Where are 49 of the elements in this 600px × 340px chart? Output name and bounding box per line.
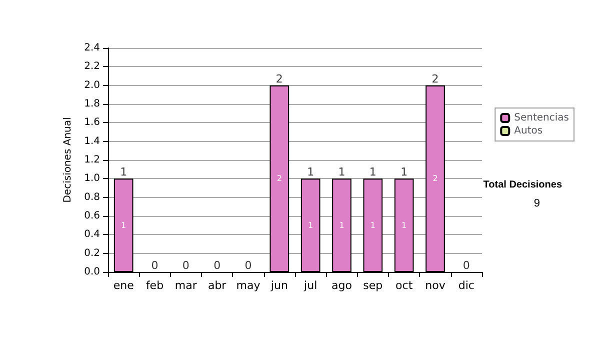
- x-tick-label: mar: [174, 279, 198, 292]
- text: Total Decisiones: [483, 180, 562, 190]
- total-label: 1: [307, 166, 314, 179]
- total-label: 1: [120, 166, 128, 179]
- y-tick-label: 2.0: [84, 80, 100, 91]
- x-tick-label: abr: [208, 279, 227, 292]
- y-tick-label: 2.4: [84, 42, 100, 54]
- total-label: 0: [214, 259, 221, 272]
- total-label: 1: [369, 166, 376, 179]
- legend-label: Autos: [514, 126, 543, 136]
- total-label: 0: [462, 259, 470, 272]
- data-label: 1: [308, 220, 314, 230]
- data-label: 1: [121, 220, 126, 230]
- x-tick-label: nov: [425, 279, 446, 292]
- x-tick-label: feb: [146, 279, 164, 292]
- total-label: 1: [338, 166, 346, 179]
- y-tick-label: 0.2: [84, 248, 100, 259]
- y-tick-label: 1.4: [84, 136, 100, 147]
- y-tick-label: 1.6: [84, 117, 100, 128]
- total-label: 2: [276, 72, 283, 86]
- x-tick-label: sep: [363, 279, 383, 292]
- y-tick-label: 0.6: [84, 210, 100, 222]
- x-tick-label: ene: [113, 279, 134, 292]
- total-label: 1: [400, 166, 408, 179]
- y-tick-label: 0.4: [84, 229, 100, 240]
- data-label: 1: [402, 220, 407, 230]
- x-tick-label: jul: [303, 279, 318, 292]
- y-tick-label: 0.8: [84, 192, 100, 203]
- y-tick-label: 0.0: [84, 266, 100, 278]
- x-tick-label: jun: [270, 279, 288, 292]
- total-label: 2: [432, 72, 439, 86]
- y-tick-label: 2.2: [84, 61, 100, 72]
- x-tick-label: dic: [458, 279, 474, 292]
- data-label: 2: [432, 174, 438, 184]
- legend-label: Sentencias: [514, 112, 570, 124]
- total-label: 0: [182, 259, 190, 272]
- y-axis-title: Decisiones Anual: [62, 117, 74, 203]
- y-tick-label: 1.0: [84, 173, 100, 184]
- data-label: 1: [370, 220, 376, 230]
- x-tick-label: oct: [396, 279, 414, 292]
- data-label: 2: [276, 174, 282, 184]
- y-tick-label: 1.8: [84, 98, 100, 110]
- total-label: 0: [151, 259, 158, 272]
- x-tick-label: may: [236, 279, 261, 292]
- y-tick-label: 1.2: [84, 154, 100, 166]
- total-label: 0: [244, 259, 252, 272]
- text: 9: [534, 198, 540, 210]
- x-tick-label: ago: [332, 279, 352, 292]
- data-label: 1: [339, 220, 344, 230]
